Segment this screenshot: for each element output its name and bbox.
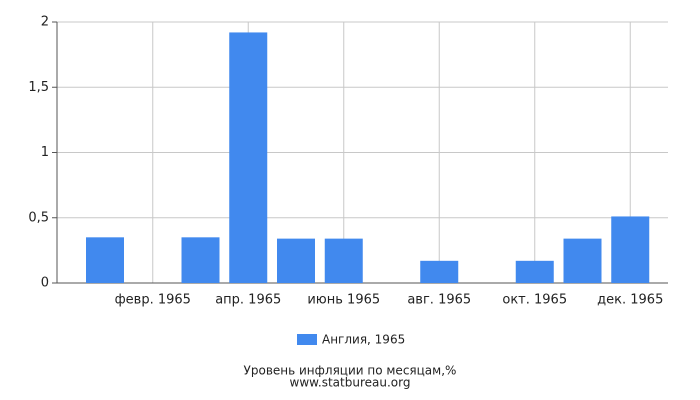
x-tick-label: февр. 1965 xyxy=(115,293,191,308)
legend-label: Англия, 1965 xyxy=(322,333,405,347)
legend-swatch xyxy=(297,334,317,345)
bar xyxy=(563,238,602,283)
bar xyxy=(420,260,459,283)
bar xyxy=(229,32,268,283)
x-tick-label: апр. 1965 xyxy=(215,293,281,308)
chart-title: Уровень инфляции по месяцам,% xyxy=(244,364,457,378)
x-tick-label: июнь 1965 xyxy=(307,293,380,308)
y-tick-label: 2 xyxy=(41,15,49,30)
x-tick-label: авг. 1965 xyxy=(407,293,471,308)
y-tick-label: 0,5 xyxy=(28,210,49,225)
y-tick-label: 0 xyxy=(41,276,49,291)
bar xyxy=(86,237,124,283)
x-tick-label: окт. 1965 xyxy=(502,293,567,308)
bar xyxy=(324,238,363,283)
y-tick-label: 1,5 xyxy=(28,80,49,95)
bar xyxy=(611,216,650,283)
bar xyxy=(181,237,220,283)
bar xyxy=(277,238,315,283)
y-tick-label: 1 xyxy=(41,145,49,160)
x-tick-label: дек. 1965 xyxy=(597,293,663,308)
chart-subtitle: www.statbureau.org xyxy=(290,376,411,390)
bar xyxy=(515,260,554,283)
